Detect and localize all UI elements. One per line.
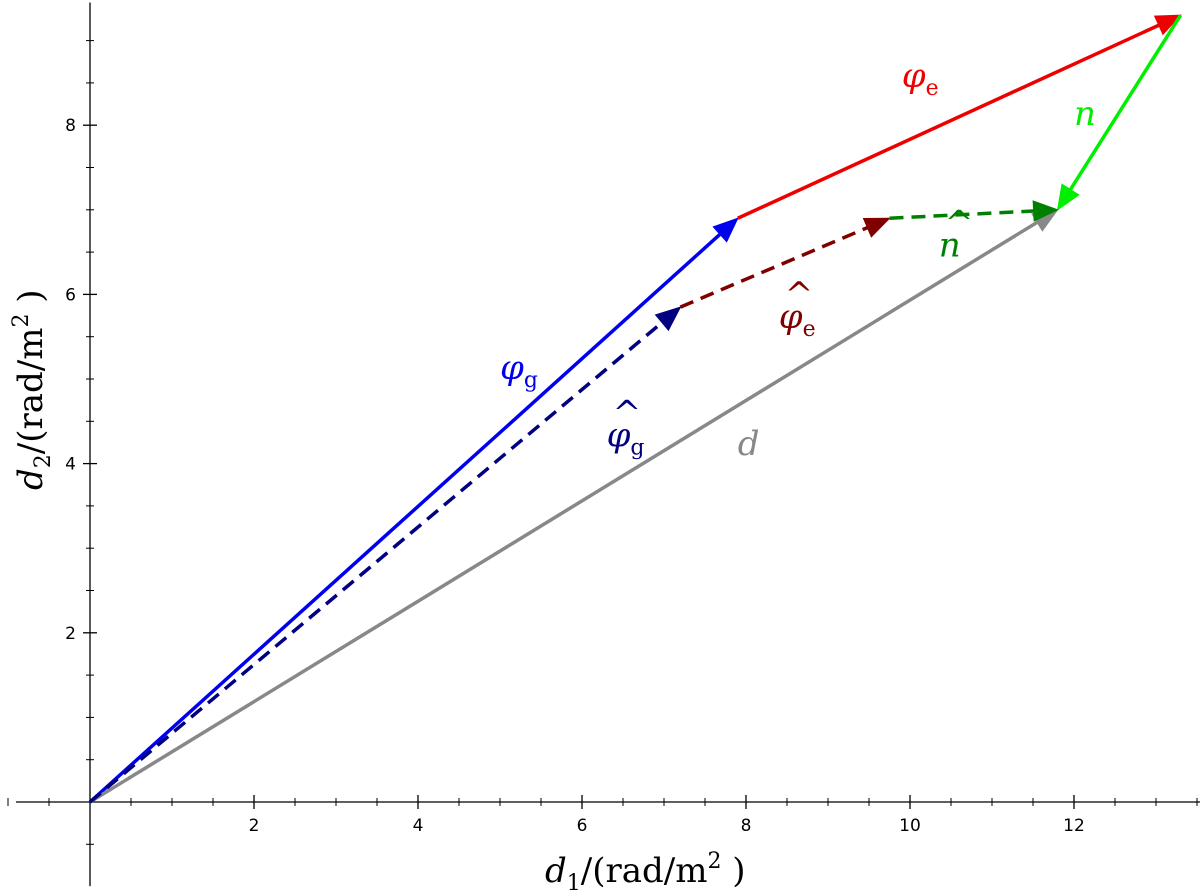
vector-shaft [679,226,869,309]
x-tick-label: 2 [249,816,260,836]
y-tick-label: 6 [65,285,76,305]
vector-arrowhead [654,306,682,332]
x-axis-label: d1/(rad/m2 ) [545,849,746,890]
x-tick-label: 4 [413,816,424,836]
axes: 2 4 6 8 10 12 2 4 6 8 [7,2,1200,887]
y-tick-label: 8 [65,116,76,136]
hat-accent: ^ [945,203,974,243]
vector-label-n: n [1074,94,1096,134]
x-tick-label: 8 [741,816,752,836]
vector-arrowhead [862,217,891,238]
vector-label-phi_e_hat: φe [779,297,816,342]
vector-phi_g_hat [88,306,682,804]
hat-accent: ^ [613,394,642,434]
vector-phi_e_hat [679,217,891,309]
vector-label-phi_e: φe [902,56,939,101]
vector-label-phi_g_hat: φg [607,416,645,461]
hat-accent: ^ [785,275,814,315]
y-tick-label: 4 [65,455,76,475]
vector-d [89,209,1059,804]
vector-arrowhead [1056,183,1080,211]
vector-phi_g [88,217,739,804]
vector-arrowhead [1032,200,1059,222]
vector-label-n_hat: n [939,225,961,265]
vector-label-phi_g: φg [500,348,538,393]
vector-shaft [737,23,1160,220]
y-tick-label: 2 [65,624,76,644]
vector-shaft [1068,14,1183,191]
vector-shaft [88,321,664,804]
vector-group [88,14,1183,804]
vector-arrowhead [712,217,739,243]
x-tick-label: 6 [577,816,588,836]
vector-shaft [889,209,1034,221]
x-tick-label: 10 [899,816,921,836]
x-tick-label: 12 [1063,816,1085,836]
vector-shaft [89,220,1039,804]
vector-shaft [88,233,722,804]
y-axis-label: d2/(rad/m2 ) [9,289,56,490]
vector-n [1056,14,1183,211]
vector-arrowhead [1153,14,1182,36]
vector-label-d: d [738,424,760,464]
vector-n_hat [889,200,1059,222]
vector-phi_e [737,14,1182,220]
